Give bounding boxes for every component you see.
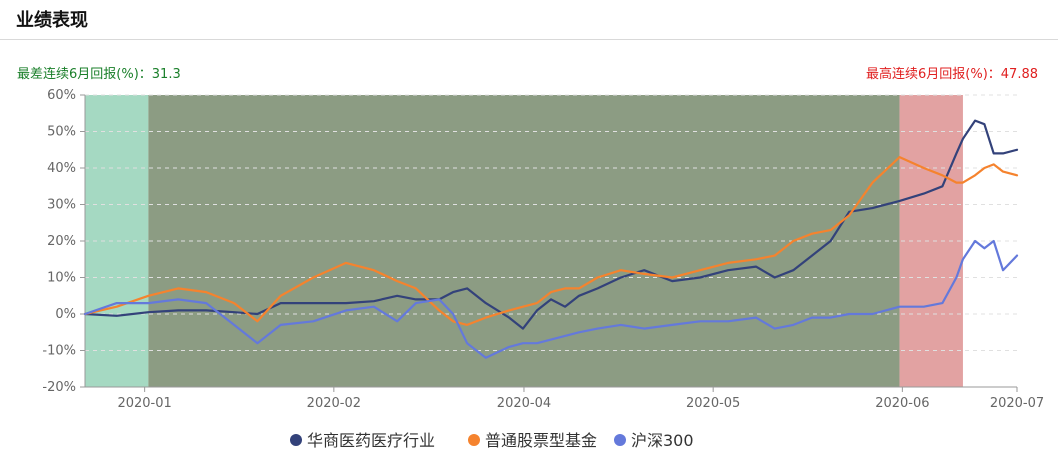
- y-tick-label: 30%: [47, 198, 76, 213]
- y-tick-label: 60%: [47, 88, 76, 103]
- y-tick-label: 10%: [47, 271, 76, 286]
- legend-marker-2: [614, 434, 626, 446]
- y-tick-label: -20%: [42, 380, 76, 395]
- legend-marker-1: [468, 434, 480, 446]
- worst-return-caption: 最差连续6月回报(%)：: [17, 67, 152, 82]
- header-bar: 业绩表现: [0, 0, 1058, 40]
- y-tick-label: 40%: [47, 161, 76, 176]
- legend-label-0: 华商医药医疗行业: [307, 431, 435, 450]
- x-tick-label: 2020-02: [307, 396, 361, 411]
- best-return-value: 47.88: [1000, 67, 1038, 82]
- y-tick-label: -10%: [42, 344, 76, 359]
- x-tick-label: 2020-07: [990, 396, 1044, 411]
- legend-label-2: 沪深300: [631, 431, 694, 450]
- y-tick-label: 50%: [47, 125, 76, 140]
- worst-return-value: 31.3: [151, 67, 181, 82]
- x-tick-label: 2020-06: [875, 396, 929, 411]
- page-title: 业绩表现: [16, 10, 88, 31]
- best-return-label: 最高连续6月回报(%)：47.88: [866, 63, 1038, 82]
- y-tick-label: 0%: [55, 307, 76, 322]
- x-tick-label: 2020-04: [497, 396, 551, 411]
- x-tick-label: 2020-05: [686, 396, 740, 411]
- legend-marker-0: [290, 434, 302, 446]
- series-line-0: [83, 119, 1019, 330]
- legend-label-1: 普通股票型基金: [485, 431, 597, 450]
- y-tick-label: 20%: [47, 234, 76, 249]
- worst-return-label: 最差连续6月回报(%)：31.3: [17, 63, 181, 82]
- series-line-1: [83, 156, 1019, 326]
- x-tick-label: 2020-01: [117, 396, 171, 411]
- series-line-2: [83, 239, 1019, 359]
- best-return-caption: 最高连续6月回报(%)：: [866, 67, 1001, 82]
